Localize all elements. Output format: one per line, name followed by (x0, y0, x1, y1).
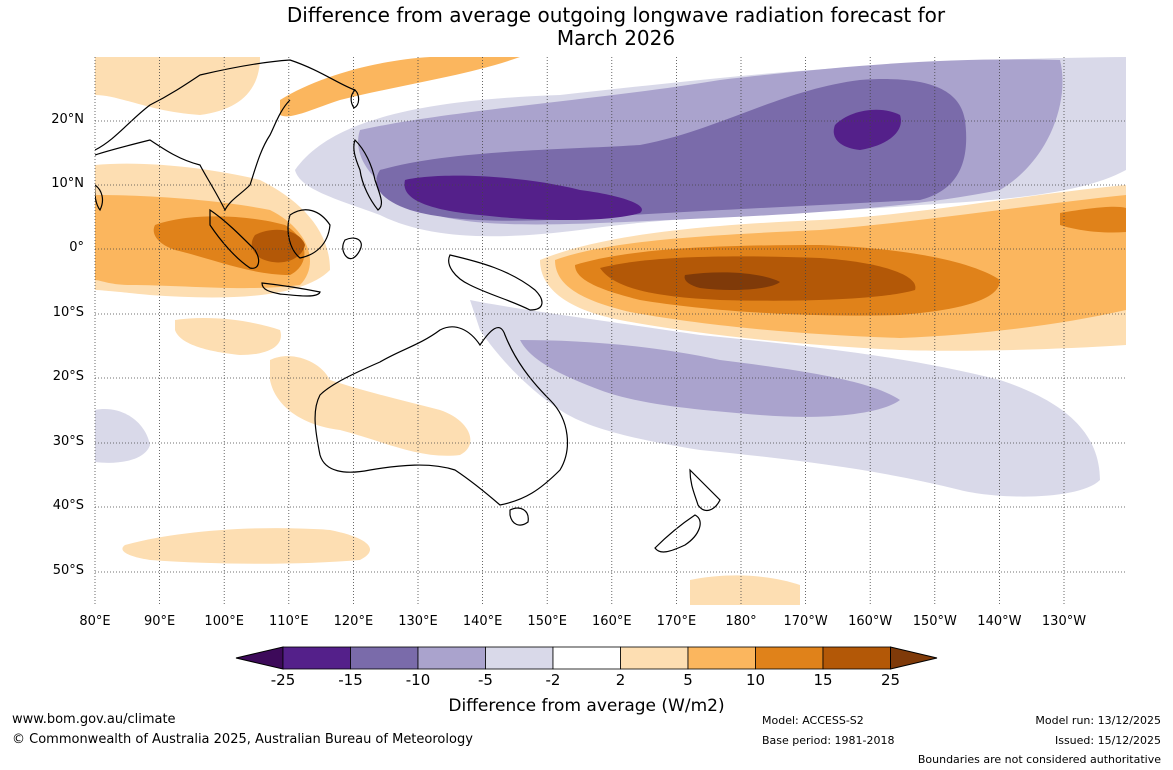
graticule (94, 57, 1126, 605)
longitude-label: 130°E (398, 614, 438, 629)
footer-model: Model: ACCESS-S2 (762, 714, 864, 727)
colorbar-tick-label: -25 (270, 671, 296, 689)
footer-base-period: Base period: 1981-2018 (762, 734, 895, 747)
field-light-orange-south (122, 528, 370, 564)
chart-title: Difference from average outgoing longwav… (0, 4, 1173, 50)
footer-issued: Issued: 15/12/2025 (1054, 734, 1161, 747)
longitude-label: 100°E (204, 614, 244, 629)
coastlines (95, 59, 721, 553)
colorbar-segment (687, 646, 756, 670)
longitude-label: 130°W (1041, 614, 1087, 629)
colorbar-tick-label: -5 (478, 671, 493, 689)
sri-lanka-outline (95, 184, 104, 212)
footer-model-run: Model run: 13/12/2025 (1035, 714, 1161, 727)
colorbar-segment (552, 646, 621, 670)
colorbar-segment (822, 646, 891, 670)
field-brown-west (251, 229, 305, 263)
longitude-label: 180° (725, 614, 757, 629)
new-guinea-outline (448, 254, 543, 311)
sulawesi-outline (342, 237, 362, 260)
field-deep-purple-west (404, 175, 642, 221)
field-light-orange-asia (95, 57, 260, 115)
australia-outline (314, 326, 569, 506)
longitude-label: 110°E (269, 614, 309, 629)
footer-boundaries: Boundaries are not considered authoritat… (917, 753, 1161, 766)
taiwan-outline (350, 89, 360, 109)
colorbar-label: Difference from average (W/m2) (448, 696, 725, 716)
field-orange-china (280, 57, 520, 117)
field-deep-purple-east (833, 109, 901, 150)
new-zealand-south-outline (654, 514, 701, 553)
latitude-label: 30°S (52, 434, 84, 449)
colorbar-tick-label: 25 (880, 671, 901, 689)
colorbar-segment (417, 646, 486, 670)
latitude-label: 40°S (52, 498, 84, 513)
colorbar-extend-high (890, 646, 938, 670)
longitude-label: 80°E (79, 614, 111, 629)
tasmania-outline (509, 507, 529, 526)
longitude-label: 170°W (783, 614, 828, 629)
field-orange-far-east (1060, 206, 1126, 233)
colorbar-segment (485, 646, 554, 670)
footer-url[interactable]: www.bom.gov.au/climate (12, 712, 176, 727)
philippines-outline (353, 138, 383, 211)
longitude-label: 150°W (912, 614, 957, 629)
colorbar-tick-label: 15 (813, 671, 833, 689)
java-outline (261, 282, 321, 297)
colorbar-tick-label: -2 (545, 671, 561, 689)
longitude-label: 160°E (592, 614, 632, 629)
longitude-label: 140°W (977, 614, 1022, 629)
field-light-orange-indian (175, 318, 281, 355)
field-mid-purple-south (520, 340, 900, 417)
colorbar-tick-label: -15 (338, 671, 363, 689)
colorbar-tick-label: 10 (745, 671, 766, 689)
latitude-label: 0° (69, 240, 84, 255)
latitude-label: 20°S (52, 369, 84, 384)
colorbar-segment (755, 646, 824, 670)
field-light-orange-southeast (690, 575, 800, 605)
longitude-label: 140°E (462, 614, 503, 629)
latitude-label: 10°S (52, 305, 84, 320)
title-line-2: March 2026 (556, 26, 676, 50)
latitude-label: 20°N (51, 112, 84, 127)
borneo-outline (287, 209, 331, 259)
colorbar-extend-low (235, 646, 284, 670)
colorbar-tick-label: 5 (683, 671, 693, 689)
field-deep-brown-east (684, 272, 780, 290)
field-light-orange-aus (270, 356, 471, 456)
latitude-label: 10°N (51, 176, 84, 191)
colorbar (235, 646, 938, 670)
colorbar-segment (350, 646, 419, 670)
longitude-label: 150°E (527, 614, 567, 629)
colorbar-segment (282, 646, 351, 670)
latitude-label: 50°S (52, 563, 84, 578)
footer-copyright: © Commonwealth of Australia 2025, Austra… (12, 732, 473, 747)
longitude-label: 160°W (848, 614, 893, 629)
longitude-label: 170°E (656, 614, 697, 629)
title-line-1: Difference from average outgoing longwav… (286, 3, 946, 27)
colorbar-tick-label: -10 (405, 671, 431, 689)
field-light-purple-indian (95, 409, 150, 463)
asia-coast-outline (95, 59, 356, 212)
colorbar-tick-label: 2 (615, 671, 626, 689)
longitude-label: 120°E (333, 614, 374, 629)
colorbar-segment (620, 646, 689, 670)
new-zealand-north-outline (689, 468, 721, 512)
longitude-label: 90°E (143, 614, 176, 629)
